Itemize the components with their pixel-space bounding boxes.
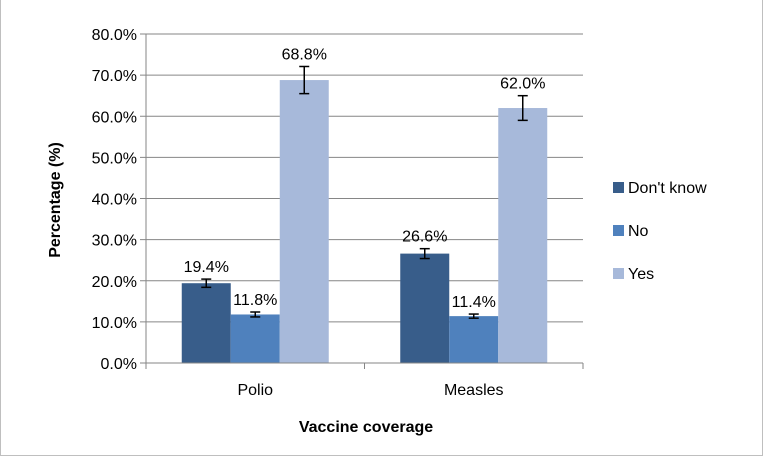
bars	[181, 65, 548, 364]
legend-label: Yes	[628, 266, 654, 283]
y-axis-title: Percentage (%)	[47, 142, 64, 258]
y-tick-label: 20.0%	[92, 274, 137, 291]
data-label: 11.4%	[452, 294, 496, 311]
y-tick-label: 70.0%	[92, 68, 137, 85]
x-axis-title: Vaccine coverage	[299, 419, 433, 436]
y-tick-label: 60.0%	[92, 109, 137, 126]
legend-label: No	[628, 223, 649, 240]
legend-swatch	[613, 182, 624, 193]
y-tick-label: 10.0%	[92, 315, 137, 332]
y-tick-label: 40.0%	[92, 192, 137, 209]
data-label: 26.6%	[402, 229, 447, 246]
legend-swatch	[613, 268, 624, 279]
bar	[498, 108, 548, 364]
x-tick-label: Measles	[444, 382, 504, 399]
data-label: 62.0%	[500, 76, 545, 93]
legend-label: Don't know	[628, 180, 707, 197]
data-label: 68.8%	[282, 46, 327, 63]
axes: 0.0% 10.0% 20.0% 30.0% 40.0% 50.0% 60.0% 70.0% 8…	[92, 27, 584, 399]
data-label: 19.4%	[184, 259, 229, 276]
data-labels: 19.4%11.8% 68.8% 26.6% 11.4% 62.0%	[184, 46, 546, 311]
bar	[230, 314, 280, 363]
x-tick-label: Polio	[237, 382, 273, 399]
bar	[449, 316, 499, 363]
bar	[279, 80, 329, 363]
legend-swatch	[613, 225, 624, 236]
data-label: 11.8%	[233, 292, 277, 309]
bar	[181, 283, 231, 363]
y-tick-label: 0.0%	[101, 356, 137, 373]
y-tick-label: 50.0%	[92, 150, 137, 167]
bar	[400, 253, 450, 363]
y-tick-label: 30.0%	[92, 233, 137, 250]
y-tick-label: 80.0%	[92, 27, 137, 44]
legend: Don't know No Yes	[613, 180, 707, 283]
